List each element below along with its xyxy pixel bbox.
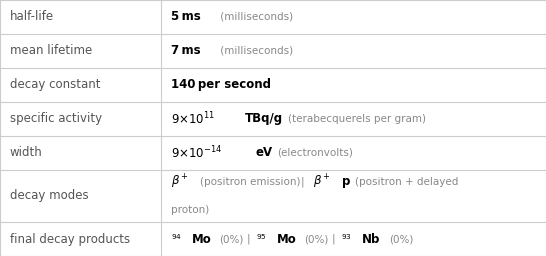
Text: |: | [246, 234, 250, 244]
Text: |: | [301, 176, 305, 187]
Text: (0%): (0%) [304, 234, 329, 244]
Text: proton): proton) [171, 205, 209, 215]
Text: (milliseconds): (milliseconds) [217, 46, 293, 56]
Text: Nb: Nb [362, 232, 381, 246]
Text: eV: eV [256, 146, 272, 159]
Text: |: | [331, 234, 335, 244]
Text: (terabecquerels per gram): (terabecquerels per gram) [288, 114, 426, 124]
Text: $9{\times}10^{11}$: $9{\times}10^{11}$ [171, 110, 215, 127]
Text: $^{94}$: $^{94}$ [171, 234, 182, 244]
Text: 5 ms: 5 ms [171, 10, 200, 24]
Text: $\beta^+$: $\beta^+$ [171, 173, 189, 191]
Text: $^{95}$: $^{95}$ [256, 234, 267, 244]
Text: specific activity: specific activity [10, 112, 102, 125]
Text: 140 per second: 140 per second [171, 78, 271, 91]
Text: p: p [342, 175, 350, 188]
Text: decay modes: decay modes [10, 189, 88, 202]
Text: (milliseconds): (milliseconds) [217, 12, 293, 22]
Text: (0%): (0%) [219, 234, 244, 244]
Text: (positron emission): (positron emission) [200, 177, 300, 187]
Text: Mo: Mo [277, 232, 296, 246]
Text: TBq/g: TBq/g [245, 112, 283, 125]
Text: final decay products: final decay products [10, 232, 130, 246]
Text: (0%): (0%) [389, 234, 414, 244]
Text: Mo: Mo [192, 232, 211, 246]
Text: mean lifetime: mean lifetime [10, 44, 92, 57]
Text: $^{93}$: $^{93}$ [341, 234, 352, 244]
Text: $9{\times}10^{-14}$: $9{\times}10^{-14}$ [171, 144, 222, 161]
Text: width: width [10, 146, 43, 159]
Text: decay constant: decay constant [10, 78, 100, 91]
Text: 7 ms: 7 ms [171, 44, 200, 57]
Text: half-life: half-life [10, 10, 54, 24]
Text: (positron + delayed: (positron + delayed [355, 177, 459, 187]
Text: $\beta^+$: $\beta^+$ [313, 173, 331, 191]
Text: (electronvolts): (electronvolts) [277, 147, 353, 158]
